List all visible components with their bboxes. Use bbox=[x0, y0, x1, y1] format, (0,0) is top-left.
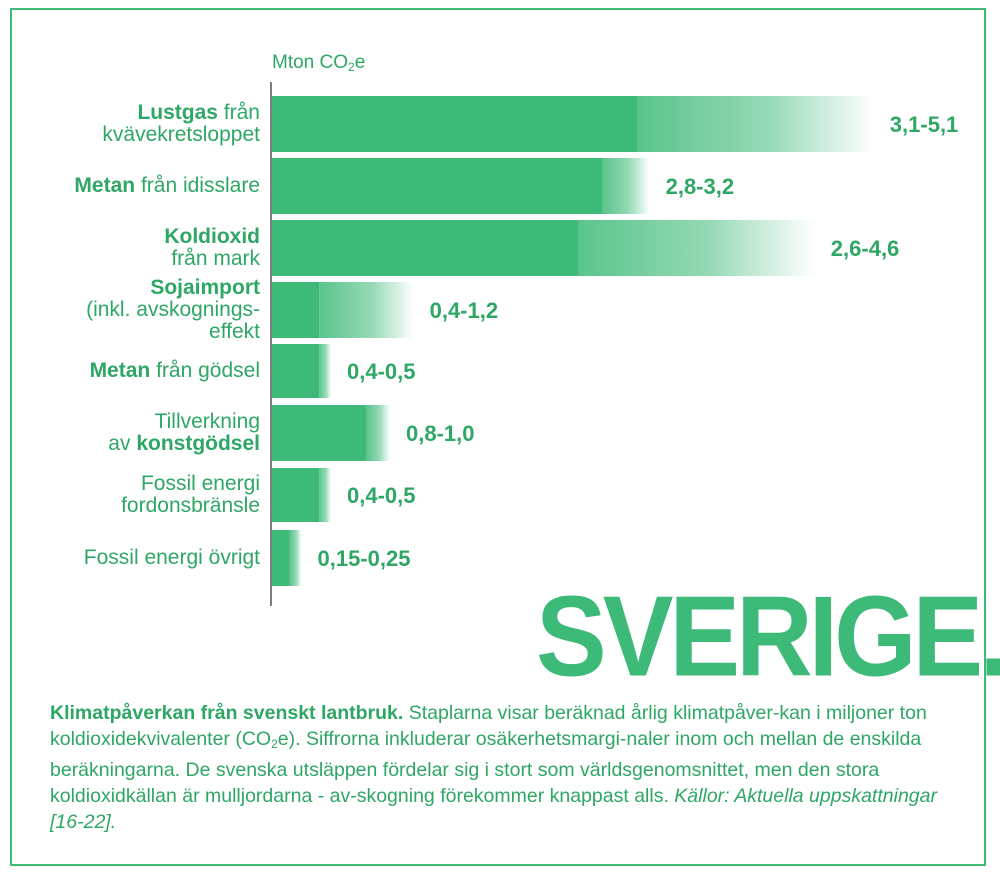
bar-chart: 3,1-5,1 2,8-3,2 2,6-4,6 0,4-1,2 0,4-0,5 0,8-1… bbox=[270, 82, 959, 606]
value-label-2: 2,6-4,6 bbox=[831, 236, 900, 261]
bar-range-6 bbox=[319, 468, 331, 522]
bar-range-2 bbox=[578, 220, 815, 276]
category-label-3: Sojaimport (inkl. avskognings-effekt bbox=[86, 276, 260, 343]
figure-caption: Klimatpåverkan från svenskt lantbruk. St… bbox=[50, 702, 937, 833]
value-label-7: 0,15-0,25 bbox=[318, 546, 411, 571]
bar-range-1 bbox=[602, 158, 650, 214]
category-label-6: Fossil energi fordonsbränsle bbox=[121, 472, 260, 517]
value-label-3: 0,4-1,2 bbox=[430, 298, 499, 323]
category-label-7: Fossil energi övrigt bbox=[83, 546, 260, 569]
category-label-2: Koldioxid från mark bbox=[164, 225, 260, 270]
caption-text: Staplarna visar beräknad årlig klimatpåv… bbox=[50, 702, 927, 750]
bar-range-7 bbox=[289, 530, 302, 586]
bar-low-7 bbox=[272, 530, 290, 586]
value-label-5: 0,8-1,0 bbox=[406, 421, 475, 446]
value-label-1: 2,8-3,2 bbox=[666, 174, 735, 199]
bar-low-0 bbox=[272, 96, 638, 152]
country-headline: SVERIGE. bbox=[536, 573, 1000, 701]
bar-low-4 bbox=[272, 344, 320, 398]
value-label-6: 0,4-0,5 bbox=[347, 483, 416, 508]
bar-low-2 bbox=[272, 220, 579, 276]
bar-low-1 bbox=[272, 158, 603, 214]
value-label-4: 0,4-0,5 bbox=[347, 359, 416, 384]
value-label-0: 3,1-5,1 bbox=[890, 112, 959, 137]
caption-title: Klimatpåverkan från svenskt lantbruk. bbox=[50, 702, 404, 724]
figure-frame bbox=[10, 8, 986, 866]
bar-low-6 bbox=[272, 468, 320, 522]
category-label-0: Lustgas från kvävekretsloppet bbox=[102, 101, 260, 146]
category-label-4: Metan från gödsel bbox=[89, 359, 260, 382]
category-label-1: Metan från idisslare bbox=[74, 174, 260, 197]
bar-range-4 bbox=[319, 344, 331, 398]
caption-text-2: e). Siffrorna inkluderar osäkerhetsmargi… bbox=[50, 728, 922, 807]
category-label-5: Tillverkning av konstgödsel bbox=[108, 410, 260, 455]
caption-sources: Källor: Aktuella uppskattningar [16-22]. bbox=[50, 785, 937, 833]
bar-range-3 bbox=[319, 282, 414, 338]
bar-low-3 bbox=[272, 282, 320, 338]
bar-range-0 bbox=[637, 96, 874, 152]
unit-label: Mton CO2e bbox=[272, 52, 366, 74]
bar-low-5 bbox=[272, 405, 367, 461]
bar-range-5 bbox=[366, 405, 390, 461]
